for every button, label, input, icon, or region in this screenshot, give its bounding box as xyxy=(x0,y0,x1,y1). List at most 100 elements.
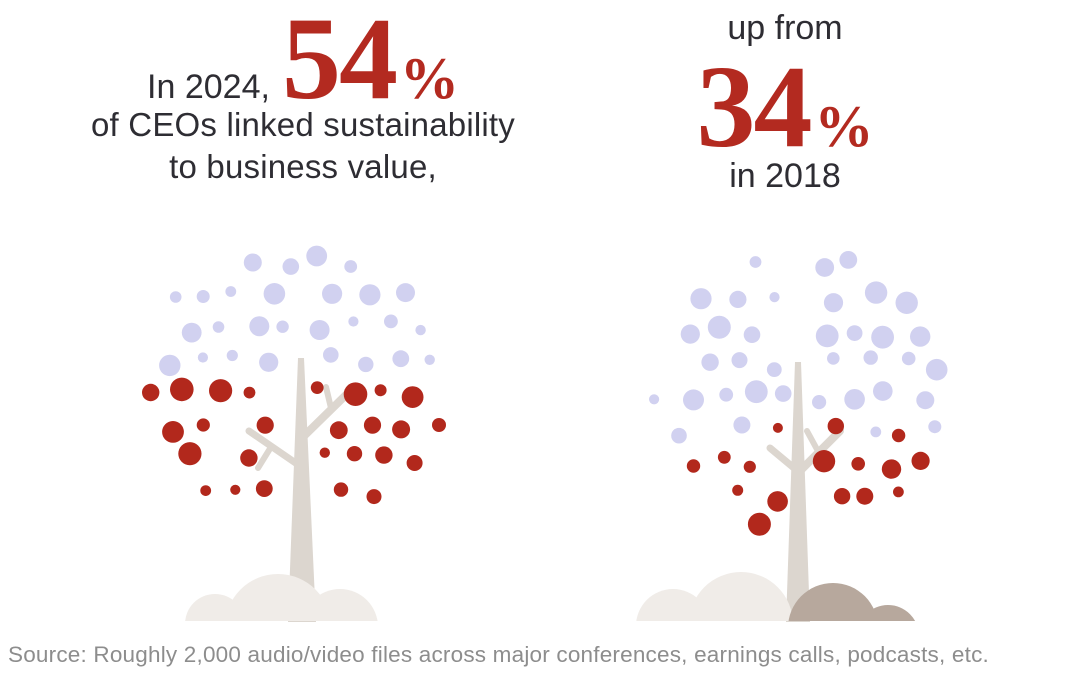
canopy-dot xyxy=(870,426,882,438)
canopy-dot xyxy=(396,283,415,303)
canopy-dot xyxy=(772,422,783,433)
canopy-dot xyxy=(749,256,762,268)
canopy-dot xyxy=(401,386,424,408)
canopy-dot xyxy=(893,486,904,498)
canopy-dot xyxy=(901,351,916,366)
canopy-dot xyxy=(747,512,771,536)
canopy-dot xyxy=(815,324,839,348)
canopy-dot xyxy=(359,284,381,306)
canopy-dot xyxy=(769,292,780,303)
canopy-dot xyxy=(871,325,894,349)
canopy-dot xyxy=(323,347,339,363)
canopy-dot xyxy=(839,251,858,269)
headline-2024-stat-row: In 2024, 54 % xyxy=(38,0,568,118)
canopy-dot xyxy=(844,389,865,410)
canopy-dot xyxy=(333,482,349,497)
canopy-dot xyxy=(178,442,202,466)
canopy-dot xyxy=(358,356,374,373)
tree-illustration-2024 xyxy=(142,245,446,622)
canopy-dot xyxy=(424,354,435,365)
canopy-dot xyxy=(282,258,300,275)
canopy-dot xyxy=(891,428,906,443)
canopy-dot xyxy=(767,491,788,512)
canopy-dot xyxy=(680,324,700,344)
canopy-dot xyxy=(170,377,194,402)
canopy-dot xyxy=(196,418,210,432)
canopy-dot xyxy=(743,460,756,473)
canopy-dot xyxy=(392,350,410,368)
canopy-dot xyxy=(701,353,719,371)
canopy-dot xyxy=(827,417,844,435)
canopy-dot xyxy=(774,385,792,402)
canopy-dot xyxy=(348,316,359,327)
tree-branch xyxy=(766,444,798,472)
headline-2024-prefix: In 2024, xyxy=(147,68,270,106)
canopy-dot xyxy=(392,420,411,439)
canopy-dot xyxy=(363,416,382,434)
canopy-dot xyxy=(329,421,348,440)
canopy-dot xyxy=(169,291,182,303)
canopy-dot xyxy=(916,391,935,410)
canopy-dot xyxy=(226,349,238,362)
canopy-dot xyxy=(731,352,748,369)
canopy-dot xyxy=(406,455,423,471)
canopy-dot xyxy=(306,245,328,267)
canopy-dot xyxy=(197,352,208,363)
ground-mound-dark xyxy=(860,605,916,621)
canopy-dot xyxy=(162,421,184,443)
canopy-dot xyxy=(276,320,289,333)
tree-illustration-2018 xyxy=(636,251,948,622)
headline-2024-percent-sign: % xyxy=(399,45,459,111)
canopy-dot xyxy=(690,288,712,310)
canopy-dot xyxy=(243,253,262,272)
canopy-dot xyxy=(743,326,761,344)
canopy-dot xyxy=(263,283,286,305)
canopy-dot xyxy=(863,350,878,365)
canopy-dot xyxy=(732,484,744,496)
canopy-dot xyxy=(827,352,840,365)
canopy-dot xyxy=(717,450,731,464)
canopy-dot xyxy=(719,387,734,402)
tree-branch xyxy=(804,428,822,456)
tree-trunk xyxy=(786,362,810,622)
canopy-dot xyxy=(346,446,363,462)
canopy-dot xyxy=(243,386,256,399)
tree-branch xyxy=(323,384,334,411)
canopy-dot xyxy=(744,380,768,404)
canopy-dot xyxy=(683,389,704,411)
canopy-dot xyxy=(881,459,902,479)
headline-2018-suffix: in 2018 xyxy=(729,157,841,195)
canopy-dot xyxy=(230,484,241,495)
canopy-dot xyxy=(766,362,782,377)
ground-mound-dark xyxy=(788,583,878,621)
canopy-dot xyxy=(873,381,893,401)
canopy-dot xyxy=(925,358,948,381)
headline-2018-big-number: 34 xyxy=(696,41,813,172)
canopy-dot xyxy=(366,489,382,505)
ground-mound-light xyxy=(302,589,378,621)
canopy-dot xyxy=(309,320,330,340)
canopy-dot xyxy=(200,485,212,496)
canopy-dot xyxy=(895,291,918,314)
headline-2018-percent-sign: % xyxy=(814,93,874,159)
canopy-dot xyxy=(142,383,160,402)
canopy-dot xyxy=(812,450,836,473)
headline-2018-stat-row: 34 % xyxy=(620,48,950,166)
canopy-dot xyxy=(649,394,660,405)
tree-trunk xyxy=(288,358,316,622)
canopy-dot xyxy=(259,352,279,372)
canopy-dot xyxy=(910,326,931,347)
tree-branch xyxy=(255,444,274,471)
canopy-dot xyxy=(686,459,701,473)
canopy-dot xyxy=(928,420,942,434)
canopy-dot xyxy=(196,290,210,303)
canopy-dot xyxy=(344,260,358,273)
headline-2018: up from 34 % in 2018 xyxy=(620,8,950,196)
canopy-dot xyxy=(159,354,181,377)
canopy-dot xyxy=(374,384,387,397)
canopy-dot xyxy=(249,316,270,337)
headline-2024-line3: to business value, xyxy=(169,148,437,185)
headline-2024: In 2024, 54 % of CEOs linked sustainabil… xyxy=(38,0,568,188)
canopy-dot xyxy=(823,293,844,313)
